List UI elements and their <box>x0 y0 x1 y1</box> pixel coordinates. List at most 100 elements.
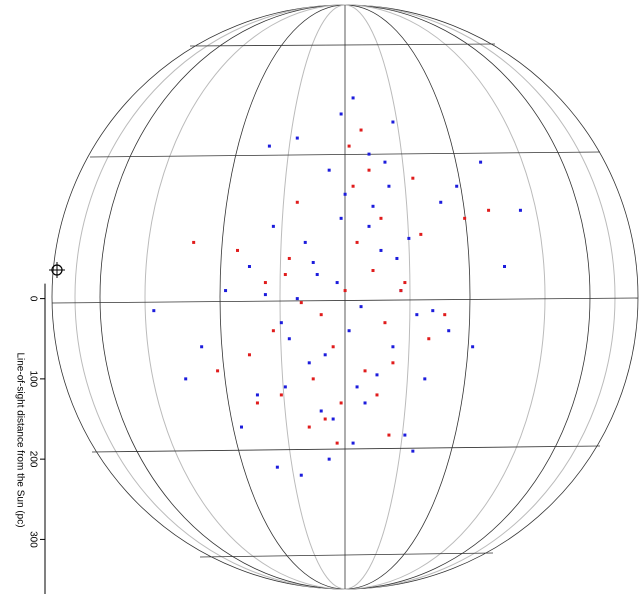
star-point <box>367 152 371 156</box>
star-point <box>387 433 391 437</box>
star-point <box>379 248 383 252</box>
star-point <box>415 313 419 317</box>
star-point <box>216 369 220 373</box>
star-point <box>327 168 331 172</box>
star-point <box>299 301 303 305</box>
star-point <box>224 289 228 293</box>
star-point <box>287 256 291 260</box>
star-point <box>335 281 339 285</box>
y-tick-label: 300 <box>27 531 38 548</box>
star-point <box>263 293 267 297</box>
star-point <box>383 160 387 164</box>
star-point <box>351 441 355 445</box>
star-point <box>323 353 327 357</box>
star-point <box>431 309 435 313</box>
star-point <box>403 433 407 437</box>
star-point <box>315 273 319 277</box>
star-point <box>351 96 355 100</box>
star-point <box>391 345 395 349</box>
star-point <box>247 264 251 268</box>
star-point <box>239 425 243 429</box>
star-point <box>367 168 371 172</box>
star-point <box>339 216 343 220</box>
star-point <box>311 260 315 264</box>
star-point <box>339 401 343 405</box>
star-point <box>351 184 355 188</box>
star-point <box>347 329 351 333</box>
star-point <box>503 264 507 268</box>
star-point <box>395 256 399 260</box>
star-point <box>391 361 395 365</box>
star-point <box>367 224 371 228</box>
star-point <box>463 216 467 220</box>
star-point <box>359 305 363 309</box>
star-point <box>192 240 196 244</box>
star-point <box>255 393 259 397</box>
star-point <box>319 313 323 317</box>
star-point <box>387 184 391 188</box>
star-point <box>471 345 475 349</box>
star-point <box>355 240 359 244</box>
star-point <box>479 160 483 164</box>
star-point <box>339 112 343 116</box>
star-point <box>279 321 283 325</box>
star-point <box>407 236 411 240</box>
star-point <box>455 184 459 188</box>
star-point <box>375 373 379 377</box>
star-point <box>423 377 427 381</box>
star-point <box>331 345 335 349</box>
star-point <box>347 144 351 148</box>
star-point <box>271 224 275 228</box>
star-point <box>343 192 347 196</box>
star-point <box>371 269 375 273</box>
star-point <box>391 120 395 124</box>
star-point <box>411 449 415 453</box>
points <box>152 96 522 477</box>
star-point <box>375 393 379 397</box>
star-point <box>200 345 204 349</box>
star-point <box>295 200 299 204</box>
star-point <box>184 377 188 381</box>
star-point <box>303 240 307 244</box>
y-tick-label: 100 <box>27 371 38 388</box>
star-point <box>323 417 327 421</box>
star-point <box>383 321 387 325</box>
star-point <box>443 313 447 317</box>
target-marker <box>49 262 65 278</box>
star-point <box>487 208 491 212</box>
axis-title: Line-of-sight distance from the Sun (pc) <box>14 352 25 527</box>
star-point <box>371 204 375 208</box>
star-point <box>267 144 271 148</box>
star-point <box>299 473 303 477</box>
star-point <box>379 216 383 220</box>
star-point <box>359 128 363 132</box>
star-point <box>247 353 251 357</box>
star-point <box>343 289 347 293</box>
distance-axis: 0 100 200 300 <box>27 283 46 594</box>
star-point <box>275 465 279 469</box>
star-point <box>403 281 407 285</box>
star-point <box>307 425 311 429</box>
star-point <box>271 329 275 333</box>
star-point <box>319 409 323 413</box>
y-tick-label: 0 <box>27 296 38 302</box>
star-point <box>327 457 331 461</box>
y-tick-label: 200 <box>27 451 38 468</box>
star-point <box>283 385 287 389</box>
celestial-sphere <box>51 4 639 590</box>
star-point <box>236 248 240 252</box>
star-point <box>263 281 267 285</box>
star-point <box>331 417 335 421</box>
star-point <box>295 297 299 301</box>
star-point <box>255 401 259 405</box>
star-point <box>335 441 339 445</box>
star-point <box>419 232 423 236</box>
star-point <box>287 337 291 341</box>
star-point <box>399 289 403 293</box>
star-point <box>363 401 367 405</box>
star-point <box>363 369 367 373</box>
star-point <box>518 208 522 212</box>
star-point <box>439 200 443 204</box>
star-point <box>447 329 451 333</box>
